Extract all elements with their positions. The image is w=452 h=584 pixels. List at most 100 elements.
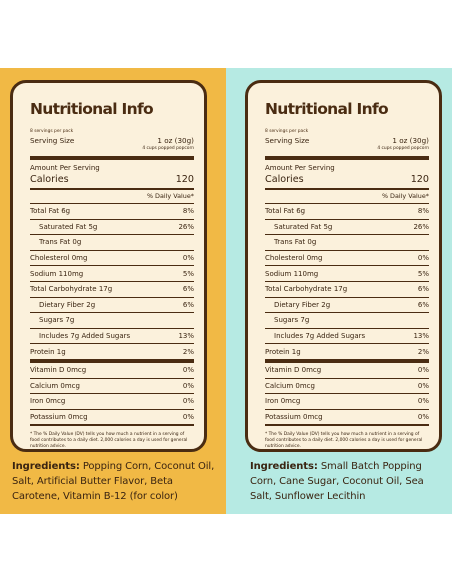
nutrient-label: Protein 1g [265,347,301,356]
nutrient-row: Potassium 0mcg 0% [265,410,429,425]
nutrient-row: Protein 1g 2% [265,344,429,359]
nutrient-label: Vitamin D 0mcg [30,366,87,375]
nutrient-dv: 13% [413,332,429,341]
nutrient-label: Trans Fat 0g [274,238,317,247]
nutrient-row: Sugars 7g [30,313,194,328]
nutrient-row: Cholesterol 0mg 0% [265,251,429,266]
nutrient-label: Total Fat 6g [30,207,71,216]
nutrient-dv: 2% [417,347,429,356]
nutrient-label: Cholesterol 0mg [265,254,323,263]
nutrient-row: Iron 0mcg 0% [30,394,194,409]
nutrient-dv: 0% [417,381,429,390]
ingredients-list: Small Batch Popping Corn, Cane Sugar, Co… [250,461,424,502]
nutrient-label: Includes 7g Added Sugars [274,332,366,341]
serving-size-label: Serving Size [30,136,75,145]
nutrient-row: Saturated Fat 5g 26% [265,220,429,235]
nutrient-label: Protein 1g [30,347,66,356]
nutrient-label: Iron 0mcg [265,397,301,406]
nutrient-label: Vitamin D 0mcg [265,366,322,375]
nutrient-row: Sugars 7g [265,313,429,328]
ingredients-list: Popping Corn, Coconut Oil, Salt, Artific… [12,461,215,502]
right-product-panel: Nutritional Info 8 servings per pack Ser… [226,68,452,514]
nutrient-label: Calcium 0mcg [265,381,315,390]
nutrient-dv: 0% [417,254,429,263]
daily-value-header: % Daily Value* [381,192,429,200]
ingredients-label: Ingredients: [250,461,318,472]
nutrient-dv: 2% [182,347,194,356]
nutrient-row: Total Carbohydrate 17g 6% [30,282,194,297]
nutrient-label: Total Carbohydrate 17g [30,285,113,294]
nutrient-row: Total Fat 6g 8% [30,204,194,219]
nutrient-label: Cholesterol 0mg [30,254,88,263]
nutrient-row: Dietary Fiber 2g 6% [265,298,429,313]
servings-per-pack: 8 servings per pack [265,129,309,134]
nutrient-label: Saturated Fat 5g [274,222,333,231]
nutrient-label: Iron 0mcg [30,397,66,406]
nutrient-row: Saturated Fat 5g 26% [30,220,194,235]
nutrient-label: Includes 7g Added Sugars [39,332,131,341]
nutrient-label: Saturated Fat 5g [39,222,98,231]
nutrient-dv: 6% [417,300,429,309]
nutrient-label: Calcium 0mcg [30,381,80,390]
nutrient-label: Trans Fat 0g [39,238,82,247]
amount-per-serving: Amount Per Serving [30,164,100,172]
nutrition-title: Nutritional Info [265,100,389,118]
calories-row: Calories 120 [30,173,194,188]
nutrient-row: Vitamin D 0mcg 0% [30,363,194,378]
nutrient-row: Cholesterol 0mg 0% [30,251,194,266]
ingredients-text: Ingredients: Popping Corn, Coconut Oil, … [12,459,218,504]
nutrient-dv: 0% [417,413,429,422]
nutrient-row: Trans Fat 0g [265,235,429,250]
nutrient-label: Total Carbohydrate 17g [265,285,348,294]
servings-per-pack: 8 servings per pack [30,129,74,134]
nutrient-row: Sodium 110mg 5% [265,266,429,281]
ingredients-text: Ingredients: Small Batch Popping Corn, C… [250,459,446,504]
serving-size-row: Serving Size 1 oz (30g) [265,136,429,146]
nutrient-label: Dietary Fiber 2g [39,300,96,309]
daily-value-header: % Daily Value* [146,192,194,200]
left-product-panel: Nutritional Info 8 servings per pack Ser… [0,68,226,514]
nutrient-row: Calcium 0mcg 0% [265,379,429,394]
nutrient-label: Sodium 110mg [30,269,84,278]
nutrient-dv: 0% [182,254,194,263]
nutrient-row: Total Carbohydrate 17g 6% [265,282,429,297]
nutrient-dv: 8% [182,207,194,216]
nutrition-facts-card: Nutritional Info 8 servings per pack Ser… [245,80,442,452]
nutrient-row: Iron 0mcg 0% [265,394,429,409]
nutrient-dv: 13% [178,332,194,341]
serving-size-note: 4 cups popped popcorn [142,146,194,151]
nutrient-dv: 0% [182,381,194,390]
nutrition-title: Nutritional Info [30,100,154,118]
nutrient-row: Trans Fat 0g [30,235,194,250]
nutrient-row: Sodium 110mg 5% [30,266,194,281]
nutrient-dv: 26% [413,222,429,231]
calories-label: Calories [30,174,69,185]
nutrient-label: Sodium 110mg [265,269,319,278]
nutrient-label: Potassium 0mcg [265,413,323,422]
daily-value-footnote: * The % Daily Value (DV) tells you how m… [30,432,188,450]
calories-row: Calories 120 [265,173,429,188]
calories-value: 120 [410,174,429,185]
nutrient-label: Potassium 0mcg [30,413,88,422]
nutrient-dv: 26% [178,222,194,231]
nutrient-row: Includes 7g Added Sugars 13% [30,329,194,344]
nutrient-dv: 0% [182,413,194,422]
serving-size-note: 4 cups popped popcorn [377,146,429,151]
nutrient-label: Sugars 7g [39,316,75,325]
nutrient-row: Potassium 0mcg 0% [30,410,194,425]
nutrient-dv: 6% [417,285,429,294]
nutrient-label: Dietary Fiber 2g [274,300,331,309]
nutrient-row: Dietary Fiber 2g 6% [30,298,194,313]
nutrition-facts-card: Nutritional Info 8 servings per pack Ser… [10,80,207,452]
serving-size-row: Serving Size 1 oz (30g) [30,136,194,146]
nutrient-row: Protein 1g 2% [30,344,194,359]
nutrient-label: Total Fat 6g [265,207,306,216]
serving-size-label: Serving Size [265,136,310,145]
calories-value: 120 [175,174,194,185]
calories-label: Calories [265,174,304,185]
daily-value-footnote: * The % Daily Value (DV) tells you how m… [265,432,423,450]
nutrient-row: Vitamin D 0mcg 0% [265,363,429,378]
nutrient-dv: 0% [182,366,194,375]
nutrient-dv: 5% [182,269,194,278]
nutrient-dv: 6% [182,300,194,309]
